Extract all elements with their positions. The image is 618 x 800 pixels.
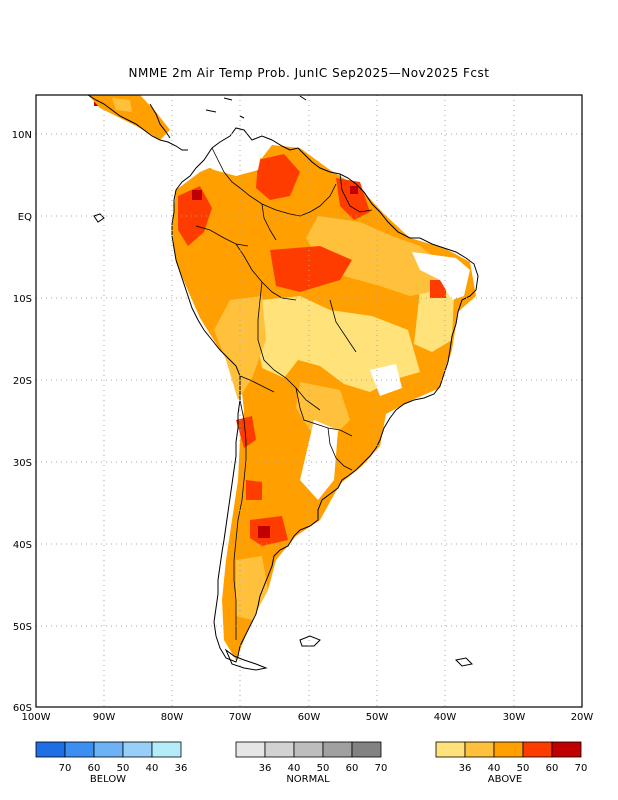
lat-label: EQ — [18, 212, 32, 223]
legend-title: NORMAL — [286, 774, 330, 785]
lat-label: 40S — [13, 540, 32, 551]
coastlines — [87, 95, 479, 671]
above-70-spot — [192, 190, 202, 200]
legend-title: ABOVE — [488, 774, 522, 785]
legend-swatch — [122, 741, 153, 758]
legend-label: 70 — [59, 763, 72, 774]
legend-swatch — [151, 741, 182, 758]
lon-label: 80W — [161, 712, 184, 723]
legend-above: 36 40 50 60 70 ABOVE — [435, 741, 588, 785]
legend-label: 50 — [317, 763, 330, 774]
legend-label: 36 — [259, 763, 272, 774]
south-georgia — [454, 657, 474, 667]
lon-label: 30W — [503, 712, 526, 723]
legend-swatch — [351, 741, 382, 758]
above-40-region — [214, 296, 266, 400]
legend-label: 36 — [175, 763, 188, 774]
above-60-region — [178, 186, 212, 246]
tierra-del-fuego — [224, 648, 268, 671]
falkland-islands — [299, 635, 321, 647]
legend-swatch — [64, 741, 95, 758]
map-title: NMME 2m Air Temp Prob. JunIC Sep2025—Nov… — [128, 66, 490, 80]
longitude-axis: 100W 90W 80W 70W 60W 50W 40W 30W 20W — [22, 712, 594, 723]
lon-label: 60W — [298, 712, 321, 723]
legend-label: 60 — [346, 763, 359, 774]
probability-shading — [88, 95, 476, 660]
legend-swatch — [493, 741, 524, 758]
lat-label: 10N — [12, 130, 32, 141]
legend-swatch — [551, 741, 582, 758]
legend-label: 50 — [117, 763, 130, 774]
legend-swatch — [235, 741, 266, 758]
legend-normal: 36 40 50 60 70 NORMAL — [235, 741, 388, 785]
legend-swatch — [522, 741, 553, 758]
country-borders — [195, 147, 373, 640]
south-america-coastline — [171, 127, 479, 663]
legend-label: 70 — [575, 763, 588, 774]
no-signal-region — [188, 130, 262, 176]
lat-label: 10S — [13, 294, 32, 305]
legend-swatch — [93, 741, 124, 758]
lon-label: 90W — [93, 712, 116, 723]
central-america-coastline — [87, 95, 188, 151]
legend-below: 70 60 50 40 36 BELOW — [35, 741, 188, 785]
legend-label: 40 — [288, 763, 301, 774]
legend-swatch — [293, 741, 324, 758]
caribbean-islands — [205, 95, 307, 119]
lon-label: 40W — [434, 712, 457, 723]
legend-swatch — [464, 741, 495, 758]
legend-label: 50 — [517, 763, 530, 774]
lat-label: 30S — [13, 458, 32, 469]
lat-label: 20S — [13, 376, 32, 387]
legend-label: 60 — [88, 763, 101, 774]
legend-swatch — [35, 741, 66, 758]
lon-label: 100W — [22, 712, 51, 723]
legend-swatch — [435, 741, 466, 758]
legend-label: 40 — [488, 763, 501, 774]
latitude-axis: 10N EQ 10S 20S 30S 40S 50S 60S — [12, 130, 32, 714]
lat-label: 50S — [13, 622, 32, 633]
legend-swatch — [264, 741, 295, 758]
lon-label: 70W — [229, 712, 252, 723]
graticule — [36, 95, 582, 707]
legend-label: 60 — [546, 763, 559, 774]
lon-label: 50W — [366, 712, 389, 723]
map-frame — [35, 94, 583, 708]
galapagos — [93, 213, 105, 223]
legend-label: 36 — [459, 763, 472, 774]
legend-label: 70 — [375, 763, 388, 774]
lat-label: 60S — [13, 703, 32, 714]
lon-label: 20W — [571, 712, 594, 723]
legend-swatch — [322, 741, 353, 758]
legend-title: BELOW — [90, 774, 126, 785]
legend-label: 40 — [146, 763, 159, 774]
